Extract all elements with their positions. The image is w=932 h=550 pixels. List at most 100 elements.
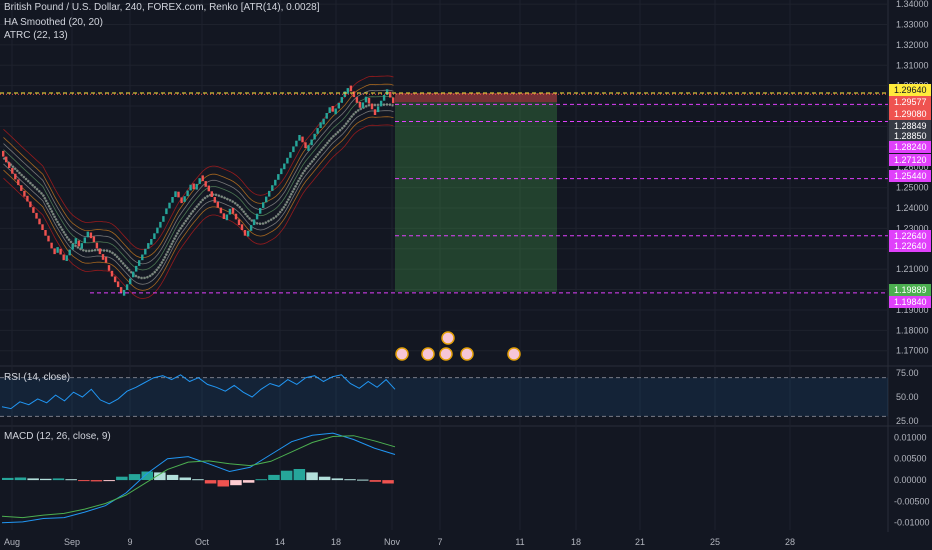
renko-brick (298, 135, 301, 141)
renko-brick (234, 213, 238, 220)
macd-pane[interactable] (1, 432, 396, 524)
renko-brick (50, 242, 53, 249)
macd-legend[interactable]: MACD (12, 26, close, 9) (4, 431, 111, 442)
renko-brick (307, 145, 310, 151)
macd-histogram-bar (204, 480, 217, 484)
price-label: 1.25440 (894, 171, 927, 181)
renko-brick (110, 270, 114, 277)
renko-brick (301, 136, 304, 143)
price-label-bg (889, 284, 931, 296)
macd-histogram-bar (230, 480, 242, 486)
time-tick-label: 9 (127, 537, 132, 547)
price-label: 1.28849 (894, 121, 927, 131)
rsi-tick-label: 50.00 (896, 392, 919, 402)
renko-brick (222, 213, 226, 219)
macd-histogram-bar (128, 474, 141, 481)
time-tick-label: 18 (331, 537, 341, 547)
macd-histogram-bar (217, 480, 229, 487)
price-label-bg (889, 154, 931, 166)
renko-brick (304, 142, 307, 148)
renko-brick (95, 242, 99, 249)
renko-brick (135, 265, 138, 272)
time-tick-label: 25 (710, 537, 720, 547)
atrc-legend[interactable]: ATRC (22, 13) (4, 30, 68, 41)
target-zone (395, 102, 557, 292)
price-tick-label: 1.34000 (896, 0, 929, 9)
renko-brick (23, 190, 26, 197)
time-tick-label: Aug (4, 537, 20, 547)
renko-brick (201, 175, 204, 182)
renko-brick (322, 118, 325, 125)
renko-brick (113, 276, 117, 283)
economic-event-icon (439, 347, 453, 361)
renko-brick (286, 157, 289, 164)
renko-brick (80, 243, 83, 249)
renko-brick (83, 237, 86, 244)
renko-brick (382, 95, 386, 101)
renko-brick (141, 254, 144, 261)
time-tick-label: 14 (275, 537, 285, 547)
macd-histogram-bar (14, 477, 27, 481)
renko-brick (225, 214, 229, 221)
rsi-legend[interactable]: RSI (14, close) (4, 372, 71, 383)
renko-brick (255, 213, 259, 220)
renko-brick (249, 225, 253, 231)
renko-brick (20, 185, 23, 191)
renko-brick (168, 202, 171, 209)
rsi-tick-label: 75.00 (896, 368, 919, 378)
renko-brick (65, 255, 68, 261)
renko-brick (56, 247, 59, 253)
renko-brick (86, 231, 89, 238)
renko-brick (313, 133, 316, 140)
price-pane[interactable] (0, 75, 888, 299)
price-label: 1.29577 (894, 97, 927, 107)
renko-brick (237, 219, 241, 226)
price-label: 1.27120 (894, 155, 927, 165)
renko-brick (29, 201, 32, 208)
renko-brick (74, 238, 77, 244)
renko-brick (370, 103, 374, 110)
renko-brick (5, 156, 8, 163)
renko-brick (213, 197, 216, 203)
renko-brick (349, 85, 353, 92)
renko-brick (180, 197, 183, 204)
renko-brick (252, 219, 256, 226)
renko-brick (171, 197, 174, 203)
price-tick-label: 1.25000 (896, 183, 929, 193)
renko-brick (231, 208, 235, 214)
renko-brick (125, 284, 129, 290)
ha-smoothed-line (2, 103, 394, 280)
renko-brick (243, 230, 247, 236)
renko-brick (32, 207, 35, 213)
ha-legend[interactable]: HA Smoothed (20, 20) (4, 17, 103, 28)
macd-histogram-bar (344, 479, 356, 481)
renko-brick (376, 106, 380, 113)
price-tick-label: 1.26000 (896, 162, 929, 172)
main-legend[interactable]: British Pound / U.S. Dollar, 240, FOREX.… (4, 2, 320, 13)
renko-brick (280, 168, 283, 175)
price-label-bg (889, 141, 931, 153)
renko-brick (328, 107, 331, 113)
renko-brick (92, 236, 96, 243)
time-tick-label: 11 (515, 537, 524, 547)
price-label-bg (889, 170, 931, 182)
renko-brick (107, 265, 111, 271)
renko-brick (144, 248, 147, 255)
renko-brick (153, 233, 156, 239)
renko-brick (41, 224, 44, 230)
macd-histogram-bar (179, 477, 191, 481)
time-tick-label: Oct (195, 537, 210, 547)
renko-brick (325, 113, 328, 119)
renko-brick (310, 139, 313, 146)
macd-histogram-bar (52, 478, 65, 481)
rsi-pane[interactable] (0, 374, 888, 417)
price-axis[interactable]: 1.340001.330001.320001.310001.300001.290… (889, 0, 931, 528)
time-axis[interactable]: Aug Sep 9 Oct 14 18 Nov 7 11 18 21 25 28 (4, 537, 795, 547)
renko-brick (392, 97, 395, 104)
price-label-bg (889, 240, 931, 252)
economic-events[interactable] (395, 331, 521, 361)
macd-histogram-bar (318, 476, 331, 481)
macd-histogram-bar (116, 476, 128, 481)
price-tick-label: 1.24000 (896, 203, 929, 213)
